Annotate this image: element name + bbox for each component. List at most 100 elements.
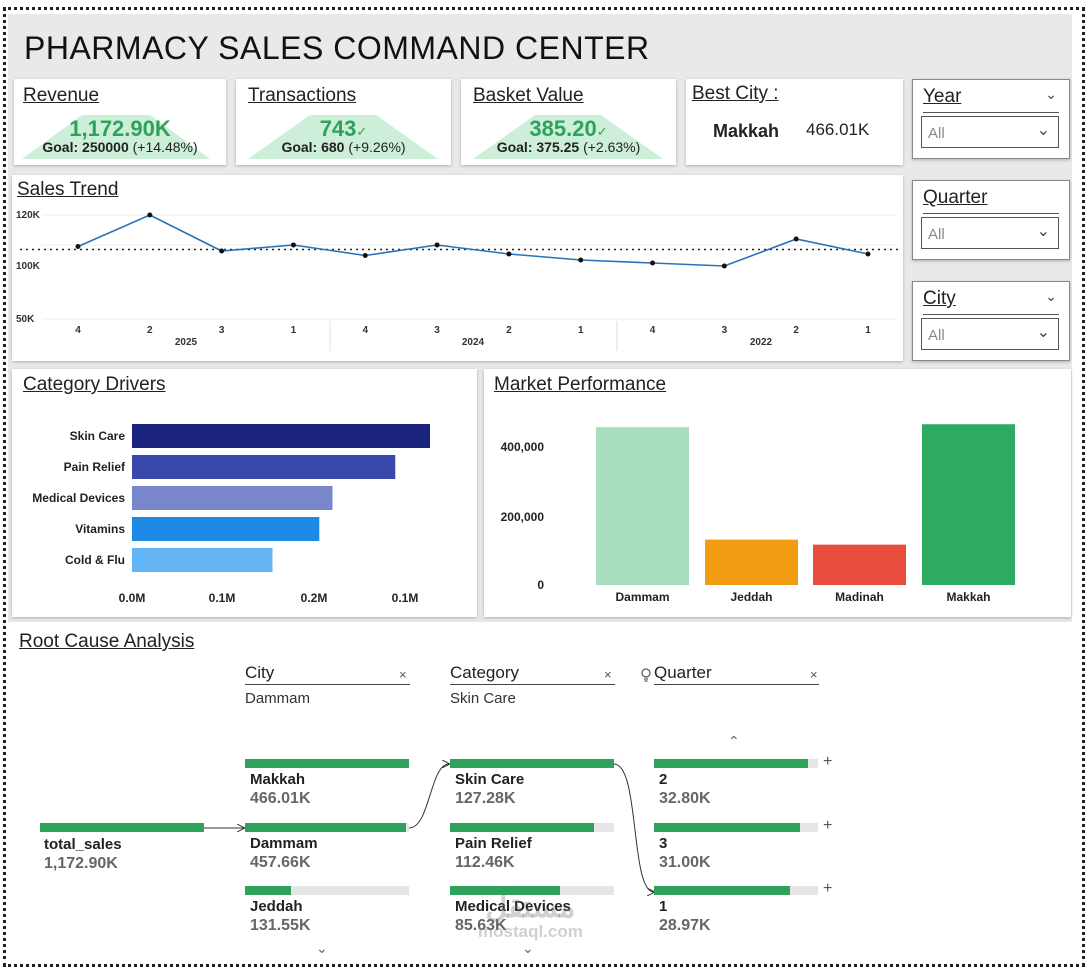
x-tick-label: 0.1M bbox=[392, 591, 419, 605]
best-city-card[interactable]: Best City : Makkah 466.01K bbox=[686, 79, 903, 165]
rca-node-label: Jeddah bbox=[250, 898, 303, 915]
kpi-card-basket-value[interactable]: Basket Value 385.20✓ Goal: 375.25 (+2.63… bbox=[461, 79, 676, 165]
y-tick-label: 50K bbox=[16, 314, 35, 325]
rca-node-bar-fill bbox=[450, 759, 614, 768]
trend-point bbox=[578, 257, 584, 263]
city-dropdown[interactable]: All ⌄ bbox=[921, 318, 1059, 350]
rca-node-bar-fill bbox=[245, 823, 406, 832]
rca-node-label: 3 bbox=[659, 835, 668, 852]
rca-node-bar-fill bbox=[450, 823, 595, 832]
x-tick-label: 0.0M bbox=[119, 591, 146, 605]
kpi-goal: Goal: 375.25 (+2.63%) bbox=[496, 139, 641, 155]
x-tick-label: 3 bbox=[434, 325, 440, 336]
dropdown-value: All bbox=[928, 226, 945, 243]
rca-node-label: Dammam bbox=[250, 835, 318, 852]
sales-trend-card[interactable]: Sales Trend 120K 100K 50K 4 2 3 1 4 3 2 1 4 3 2 1 2025 2… bbox=[12, 175, 903, 361]
y-tick-label: 400,000 bbox=[501, 440, 545, 454]
slicer-quarter[interactable]: Quarter All ⌄ bbox=[912, 180, 1070, 260]
category-label: Pain Relief bbox=[64, 460, 126, 474]
kpi-card-transactions[interactable]: Transactions 743✓ Goal: 680 (+9.26%) bbox=[236, 79, 451, 165]
rca-node-value: 32.80K bbox=[659, 790, 711, 807]
best-city-value: 466.01K bbox=[806, 120, 870, 139]
trend-point bbox=[793, 236, 799, 242]
rca-node-bar-fill bbox=[245, 759, 409, 768]
close-icon[interactable]: × bbox=[810, 667, 818, 682]
kpi-target-shape bbox=[22, 115, 210, 159]
chevron-down-icon: ⌄ bbox=[1036, 122, 1050, 139]
y-tick-label: 0 bbox=[537, 578, 544, 592]
market-performance-chart: 400,000 200,000 0 Dammam Jeddah Madinah Makkah bbox=[501, 424, 1015, 604]
market-category-label: Dammam bbox=[615, 590, 669, 604]
y-tick-label: 100K bbox=[16, 261, 41, 272]
x-tick-label: 1 bbox=[578, 325, 584, 336]
rca-node-bar[interactable] bbox=[245, 823, 409, 832]
expand-plus-icon[interactable]: + bbox=[823, 880, 833, 897]
best-city-label: Best City : bbox=[692, 83, 779, 104]
category-drivers-card[interactable]: Category Drivers Skin Care Pain Relief Med… bbox=[12, 369, 477, 617]
chevron-down-icon[interactable]: ⌄ bbox=[1045, 288, 1057, 304]
chevron-down-icon[interactable]: ⌄ bbox=[1045, 86, 1057, 102]
trend-point bbox=[219, 248, 225, 254]
rca-node-label: 2 bbox=[659, 771, 668, 788]
expand-plus-icon[interactable]: + bbox=[823, 817, 833, 834]
year-dropdown[interactable]: All ⌄ bbox=[921, 116, 1059, 148]
rca-node-value: 85.63K bbox=[455, 917, 507, 934]
rca-node-bar-fill bbox=[654, 886, 791, 895]
market-category-label: Jeddah bbox=[730, 590, 772, 604]
rca-node-bar[interactable] bbox=[450, 823, 614, 832]
lightbulb-icon bbox=[641, 668, 651, 682]
dashboard-frame bbox=[3, 7, 1085, 967]
rca-node-bar-fill bbox=[654, 759, 809, 768]
market-performance-card[interactable]: Market Performance 400,000 200,000 0 Dammam… bbox=[484, 369, 1071, 617]
slicer-city[interactable]: City ⌄ All ⌄ bbox=[912, 281, 1070, 361]
rca-node-bar[interactable] bbox=[450, 759, 614, 768]
trend-point bbox=[362, 253, 368, 258]
rca-node-bar[interactable] bbox=[654, 886, 818, 895]
rca-node-bar-fill bbox=[450, 886, 560, 895]
kpi-value: 385.20✓ bbox=[529, 116, 608, 141]
close-icon[interactable]: × bbox=[399, 667, 407, 682]
root-label: total_sales bbox=[44, 836, 122, 853]
trend-point bbox=[75, 244, 81, 249]
market-category-label: Makkah bbox=[946, 590, 990, 604]
rca-node-bar[interactable] bbox=[654, 823, 818, 832]
expand-plus-icon[interactable]: + bbox=[823, 753, 833, 770]
rca-node-bar[interactable] bbox=[245, 759, 409, 768]
kpi-goal: Goal: 680 (+9.26%) bbox=[281, 139, 406, 155]
root-bar[interactable] bbox=[40, 823, 204, 832]
rca-node-bar-fill bbox=[654, 823, 800, 832]
chevron-up-icon[interactable]: ⌃ bbox=[728, 733, 740, 749]
trend-point bbox=[721, 263, 727, 269]
sales-trend-line bbox=[77, 214, 869, 267]
rca-node-bar[interactable] bbox=[654, 759, 818, 768]
category-label: Vitamins bbox=[75, 522, 125, 536]
x-tick-label: 2 bbox=[793, 325, 799, 336]
rca-header-city: City bbox=[245, 663, 275, 682]
chevron-down-icon[interactable]: ⌄ bbox=[316, 940, 328, 956]
rca-node-value: 131.55K bbox=[250, 917, 311, 934]
chevron-down-icon[interactable]: ⌄ bbox=[522, 940, 534, 956]
trend-point bbox=[290, 242, 296, 248]
close-icon[interactable]: × bbox=[604, 667, 612, 682]
category-drivers-title: Category Drivers bbox=[23, 374, 166, 395]
best-city-name: Makkah bbox=[713, 121, 780, 141]
slicer-year[interactable]: Year ⌄ All ⌄ bbox=[912, 79, 1070, 159]
slicer-label: Year bbox=[923, 86, 962, 107]
rca-node-bar[interactable] bbox=[245, 886, 409, 895]
market-category-label: Madinah bbox=[835, 590, 884, 604]
category-bar bbox=[132, 486, 333, 510]
chevron-down-icon: ⌄ bbox=[1036, 324, 1050, 341]
category-bar bbox=[132, 424, 430, 448]
quarter-dropdown[interactable]: All ⌄ bbox=[921, 217, 1059, 249]
sales-trend-title: Sales Trend bbox=[17, 179, 119, 200]
dropdown-value: All bbox=[928, 125, 945, 142]
y-tick-label: 120K bbox=[16, 210, 41, 221]
kpi-value: 1,172.90K bbox=[69, 116, 171, 141]
kpi-card-revenue[interactable]: Revenue 1,172.90K Goal: 250000 (+14.48%) bbox=[14, 79, 226, 165]
kpi-value: 743✓ bbox=[319, 116, 368, 141]
category-drivers-chart: Skin Care Pain Relief Medical Devices Vitam… bbox=[32, 424, 430, 605]
market-bar bbox=[596, 427, 689, 585]
root-value: 1,172.90K bbox=[44, 855, 118, 872]
rca-node-bar[interactable] bbox=[450, 886, 614, 895]
x-tick-label: 3 bbox=[219, 325, 225, 336]
